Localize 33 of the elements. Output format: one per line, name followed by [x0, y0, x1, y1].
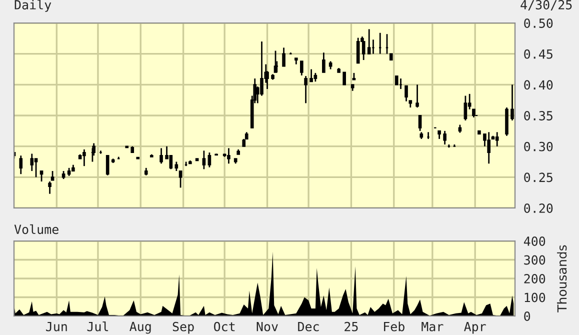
x-tick-label: Aug	[130, 322, 151, 334]
y-tick-label: 0.30	[524, 142, 553, 152]
y-tick-label: 0.35	[524, 111, 552, 120]
y-tick-label: 0.50	[524, 18, 553, 28]
x-tick-label: Jun	[46, 322, 67, 332]
x-tick-label: Jul	[87, 322, 108, 332]
candlestick	[214, 153, 218, 156]
candlestick	[478, 130, 481, 135]
text: 4/30/25	[520, 0, 572, 10]
y-tick-label: 0.20	[524, 204, 553, 213]
y-tick-label: 200	[524, 274, 546, 284]
candlestick	[394, 75, 398, 86]
y-tick-label: 0.40	[524, 80, 553, 90]
x-tick-label: 25	[344, 322, 358, 332]
y-tick-label: 300	[524, 255, 546, 265]
x-tick-label: Oct	[214, 322, 235, 332]
y-tick-label: 0.45	[524, 49, 552, 59]
candlestick	[389, 53, 393, 61]
y-tick-label: 100	[524, 292, 546, 302]
x-tick-label: Mar	[422, 322, 444, 332]
chart-title: Volume	[14, 224, 58, 234]
x-tick-label: Feb	[384, 322, 404, 332]
x-tick-label: Nov	[256, 322, 278, 332]
y-tick-label: 0.25	[524, 172, 552, 182]
y-axis-title: Thousands	[557, 245, 567, 312]
candlestick	[195, 158, 199, 162]
x-tick-label: Apr	[464, 322, 486, 334]
chart-title: Daily	[14, 0, 52, 12]
candlestick	[342, 72, 346, 86]
x-tick-label: Dec	[298, 322, 319, 332]
x-tick-label: Sep	[172, 322, 194, 334]
y-tick-label: 0	[524, 312, 530, 321]
y-tick-label: 400	[524, 236, 546, 246]
